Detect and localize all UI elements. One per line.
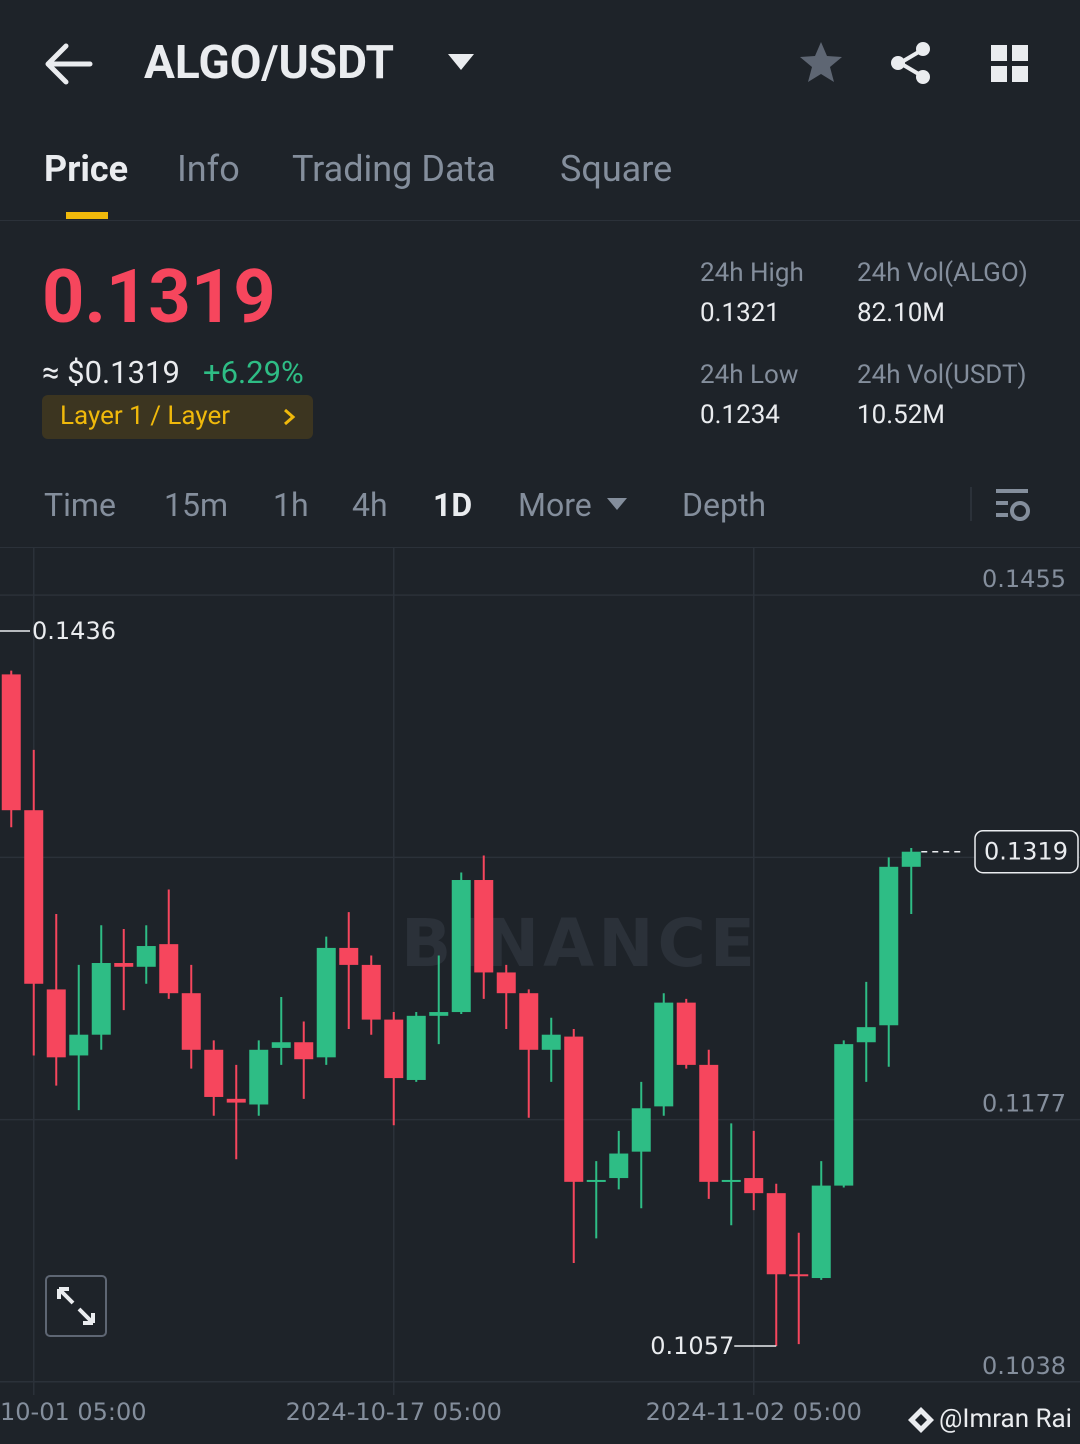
candle-body (901, 851, 921, 867)
chart-settings[interactable] (994, 487, 1034, 525)
interval-option[interactable]: 1h (273, 486, 309, 524)
favorite-star[interactable] (798, 40, 844, 86)
candle-body (91, 963, 111, 1035)
candle-body (271, 1042, 291, 1048)
y-tick-label: 0.1038 (982, 1352, 1066, 1380)
candle-body (114, 963, 134, 967)
x-tick-label: 10-01 05:00 (0, 1398, 147, 1426)
candle-body (586, 1179, 606, 1182)
candle-body (384, 1019, 404, 1079)
candle-body (249, 1049, 269, 1105)
tab[interactable]: Info (177, 148, 240, 190)
interval-option[interactable]: 4h (352, 486, 388, 524)
candle-body (451, 880, 471, 1013)
price-change: +6.29% (203, 354, 304, 391)
fullscreen-button[interactable] (45, 1275, 107, 1337)
candle-body (811, 1185, 831, 1279)
candle-body (721, 1179, 741, 1182)
candle-body (541, 1034, 561, 1050)
tag-chip[interactable]: Layer 1 / Layer (42, 395, 313, 439)
stat-value: 82.10M (857, 298, 946, 328)
candle-body (834, 1044, 854, 1186)
candle-body (789, 1274, 809, 1277)
candle-body (519, 993, 539, 1050)
chevron (284, 408, 296, 426)
candle-body (766, 1193, 786, 1275)
max-label: 0.1436 (32, 617, 116, 645)
candle-body (744, 1178, 764, 1194)
candle-body (564, 1036, 584, 1182)
candle-body (406, 1015, 426, 1080)
pair-dropdown[interactable] (446, 52, 476, 74)
candle-body (69, 1034, 89, 1056)
interval-option[interactable]: 15m (164, 486, 229, 524)
candle-body (474, 880, 494, 973)
stat-label: 24h High (700, 258, 804, 288)
divider (0, 547, 1080, 548)
candle-body (856, 1027, 876, 1043)
candle-body (226, 1098, 246, 1103)
last-price: 0.1319 (42, 254, 276, 341)
candle-body (654, 1002, 674, 1107)
candle-body (631, 1108, 651, 1152)
candle-body (24, 810, 44, 984)
candle-body (46, 989, 66, 1058)
candle-body (339, 947, 359, 965)
pair-title[interactable]: ALGO/USDT (144, 36, 395, 90)
credit: @Imran Rai (939, 1404, 1072, 1434)
stat-label: 24h Low (700, 360, 799, 390)
tab-indicator (66, 212, 108, 219)
tag-label: Layer 1 / Layer (60, 401, 231, 431)
stat-value: 10.52M (857, 400, 946, 430)
candle-body (609, 1153, 629, 1179)
candle-body (181, 993, 201, 1050)
candle-body (294, 1042, 314, 1060)
candle-body (136, 946, 156, 967)
interval-option[interactable]: Depth (682, 486, 767, 524)
candle-body (159, 944, 179, 994)
candle-body (361, 964, 381, 1020)
candle-body (496, 972, 516, 994)
layout-button[interactable] (990, 44, 1030, 84)
candle-body (676, 1002, 696, 1065)
candle-body (879, 866, 899, 1026)
usd-price: ≈ $0.1319 (42, 354, 180, 391)
more-dropdown[interactable] (606, 497, 628, 513)
divider (0, 220, 1080, 221)
divider (970, 487, 972, 521)
candle-body (429, 1012, 449, 1016)
min-label: 0.1057 (650, 1332, 734, 1360)
last-price-label: 0.1319 (984, 838, 1068, 866)
stat-label: 24h Vol(USDT) (857, 360, 1027, 390)
share-button[interactable] (888, 40, 934, 86)
tab[interactable]: Trading Data (292, 148, 496, 190)
tab[interactable]: Price (44, 148, 129, 190)
tab[interactable]: Square (560, 148, 673, 190)
candle-body (1, 674, 21, 811)
interval-option[interactable]: 1D (433, 486, 473, 524)
binance-logo (908, 1407, 934, 1433)
candle-body (316, 947, 336, 1058)
back-button[interactable] (44, 42, 94, 86)
stat-value: 0.1234 (700, 400, 780, 430)
interval-option[interactable]: Time (44, 486, 116, 524)
candle-body (204, 1049, 224, 1097)
x-tick-label: 2024-10-17 05:00 (286, 1398, 502, 1426)
last-price-box (974, 829, 1079, 874)
candle-body (699, 1064, 719, 1182)
x-tick-label: 2024-11-02 05:00 (646, 1398, 862, 1426)
stat-value: 0.1321 (700, 298, 780, 328)
interval-option[interactable]: More (518, 486, 592, 524)
y-tick-label: 0.1177 (982, 1090, 1066, 1118)
y-tick-label: 0.1455 (982, 565, 1066, 593)
stat-label: 24h Vol(ALGO) (857, 258, 1028, 288)
